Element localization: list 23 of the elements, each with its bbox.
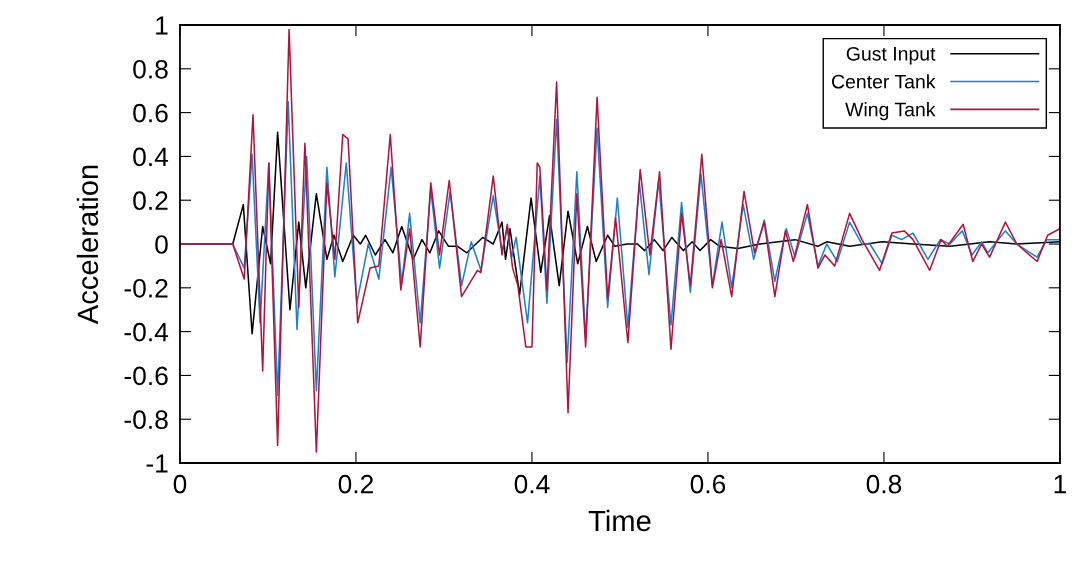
y-tick-label: 0.8 bbox=[133, 59, 168, 79]
y-tick-label: -0.6 bbox=[124, 366, 168, 386]
x-tick-label: 0.6 bbox=[690, 474, 726, 494]
x-tick-label: 0.2 bbox=[338, 474, 373, 494]
y-tick-label: 0.4 bbox=[133, 147, 169, 167]
y-tick-label: -0.2 bbox=[124, 278, 168, 298]
y-tick-label: 1 bbox=[156, 16, 168, 35]
line-series bbox=[179, 28, 1060, 453]
x-tick-label: 0.4 bbox=[514, 474, 550, 494]
y-tick-label: 0.2 bbox=[133, 191, 168, 211]
x-axis-title: Time bbox=[588, 509, 651, 532]
x-tick-label: 0 bbox=[173, 474, 187, 494]
legend-label: Gust Input bbox=[846, 46, 936, 65]
y-tick-label: -0.4 bbox=[124, 322, 169, 342]
legend-label: Wing Tank bbox=[845, 102, 936, 121]
y-tick-label: 0 bbox=[155, 235, 168, 254]
y-axis-title: Acceleration bbox=[76, 165, 99, 325]
x-tick-label: 1 bbox=[1054, 475, 1066, 494]
x-tick-label: 0.8 bbox=[866, 474, 902, 494]
y-tick-label: 0.6 bbox=[133, 103, 168, 123]
legend-label: Center Tank bbox=[832, 74, 936, 89]
y-tick-label: -1 bbox=[146, 454, 168, 473]
y-tick-label: -0.8 bbox=[124, 410, 168, 430]
